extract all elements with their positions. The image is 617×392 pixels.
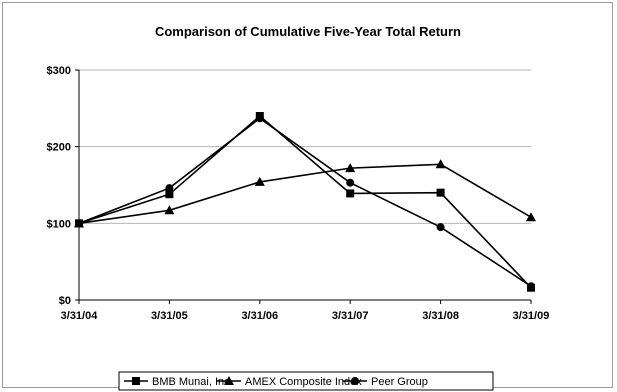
x-tick-label: 3/31/08 — [422, 310, 459, 322]
legend-marker-square — [132, 377, 140, 385]
data-point-square — [346, 189, 355, 198]
series-square — [75, 112, 535, 292]
legend-label: AMEX Composite Index — [245, 376, 362, 388]
x-tick-label: 3/31/05 — [151, 310, 188, 322]
series-line — [78, 114, 532, 289]
series-group — [74, 112, 536, 292]
data-point-circle — [527, 282, 535, 291]
x-tick-label: 3/31/04 — [61, 310, 99, 322]
y-tick-label: $0 — [59, 295, 71, 307]
data-point-square — [436, 188, 445, 197]
legend-label: BMB Munai, Inc. — [152, 376, 233, 388]
data-point-circle — [255, 114, 264, 123]
y-tick-label: $100 — [47, 218, 71, 230]
data-point-square — [165, 190, 174, 199]
series-circle — [75, 114, 535, 291]
data-point-circle — [346, 178, 355, 187]
x-tick-label: 3/31/06 — [241, 310, 278, 322]
y-tick-label: $200 — [47, 142, 71, 154]
legend-label: Peer Group — [371, 376, 428, 388]
data-point-triangle — [435, 159, 446, 169]
data-point-circle — [165, 184, 174, 193]
x-tick-label: 3/31/09 — [513, 310, 550, 322]
data-point-triangle — [164, 205, 175, 215]
axes: $0 $100 $200 $300 3/31/04 3/31/05 3/31/06 3/31/… — [47, 65, 550, 322]
gridlines — [79, 69, 531, 224]
data-point-triangle — [345, 163, 356, 173]
y-tick-label: $300 — [47, 65, 71, 77]
legend: BMB Munai, Inc. AMEX Composite Index Peer … — [118, 371, 494, 391]
data-point-triangle — [254, 176, 265, 186]
series-triangle — [74, 159, 536, 228]
data-point-circle — [75, 219, 83, 228]
legend-marker-circle — [351, 377, 359, 385]
data-point-circle — [436, 223, 445, 232]
legend-marker-triangle — [224, 376, 234, 385]
series-line — [78, 117, 532, 287]
chart-title: Comparison of Cumulative Five-Year Total… — [155, 24, 461, 39]
data-point-triangle — [526, 212, 536, 222]
legend-box — [118, 371, 494, 391]
chart-frame — [2, 2, 613, 388]
x-tick-label: 3/31/07 — [332, 310, 369, 322]
series-line — [78, 163, 532, 225]
